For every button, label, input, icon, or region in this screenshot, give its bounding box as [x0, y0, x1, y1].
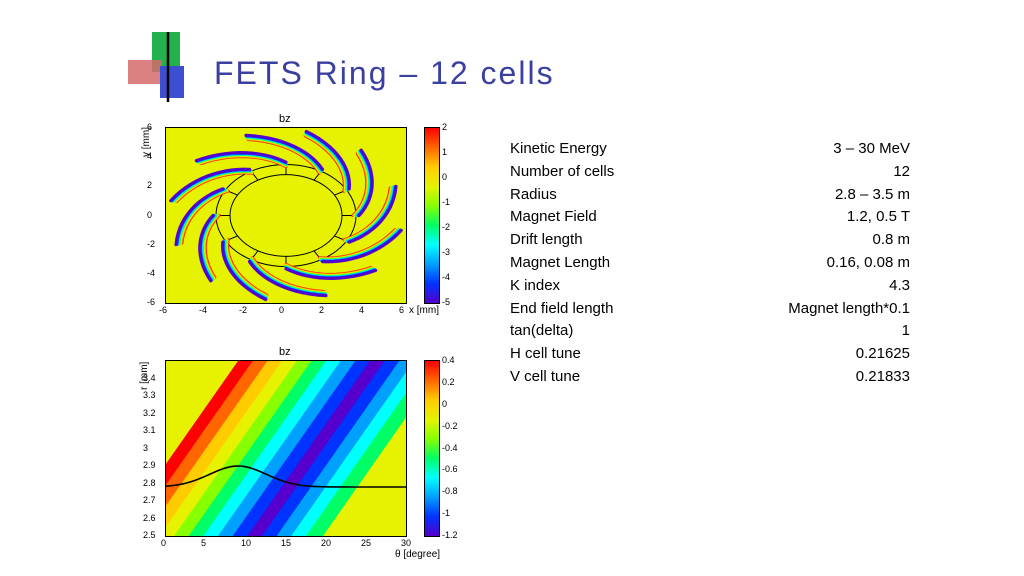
- chart2-cbar-tick: 0.2: [442, 377, 455, 387]
- param-label: K index: [510, 275, 560, 298]
- chart2-ytick: 2.9: [143, 460, 156, 470]
- slide-title: FETS Ring – 12 cells: [214, 55, 555, 92]
- chart1-cbar-tick: 1: [442, 147, 447, 157]
- chart2-ytick: 3.1: [143, 425, 156, 435]
- chart1-ytick: 4: [147, 151, 152, 161]
- chart2-xtick: 10: [241, 538, 251, 548]
- chart1-title: bz: [279, 113, 291, 125]
- param-value: 0.21833: [856, 366, 910, 389]
- param-label: H cell tune: [510, 343, 581, 366]
- param-row: tan(delta) 1: [510, 320, 910, 343]
- param-row: K index 4.3: [510, 275, 910, 298]
- chart1-cbar-tick: 2: [442, 122, 447, 132]
- chart2-cbar-tick: -1: [442, 508, 450, 518]
- param-value: 3 – 30 MeV: [833, 138, 910, 161]
- chart1-xtick: 4: [359, 305, 364, 315]
- param-row: V cell tune 0.21833: [510, 366, 910, 389]
- chart2-ytick: 2.8: [143, 478, 156, 488]
- chart2-colorbar: [424, 360, 440, 537]
- param-value: 1.2, 0.5 T: [847, 206, 910, 229]
- parameter-table: Kinetic Energy 3 – 30 MeV Number of cells 1…: [510, 138, 910, 389]
- chart1-ytick: 0: [147, 210, 152, 220]
- param-row: End field length Magnet length*0.1: [510, 298, 910, 321]
- param-value: 0.16, 0.08 m: [827, 252, 910, 275]
- chart1-ytick: 2: [147, 180, 152, 190]
- chart1-xtick: -2: [239, 305, 247, 315]
- param-row: Magnet Field 1.2, 0.5 T: [510, 206, 910, 229]
- param-value: Magnet length*0.1: [788, 298, 910, 321]
- chart2-cbar-tick: -0.8: [442, 486, 458, 496]
- param-row: Radius 2.8 – 3.5 m: [510, 184, 910, 207]
- chart2-ytick: 2.7: [143, 495, 156, 505]
- chart2-ytick: 3.4: [143, 373, 156, 383]
- chart1-ytick: -4: [147, 268, 155, 278]
- slide-logo: [128, 32, 198, 102]
- param-value: 1: [902, 320, 910, 343]
- param-value: 0.21625: [856, 343, 910, 366]
- param-value: 12: [893, 161, 910, 184]
- chart1-ytick: -6: [147, 297, 155, 307]
- chart2-xtick: 15: [281, 538, 291, 548]
- chart2-ytick: 3.3: [143, 390, 156, 400]
- chart2-cbar-tick: -1.2: [442, 530, 458, 540]
- chart2-cbar-tick: 0.4: [442, 355, 455, 365]
- chart1-cbar-tick: -3: [442, 247, 450, 257]
- chart2-xlabel: θ [degree]: [395, 549, 440, 560]
- chart2-xtick: 25: [361, 538, 371, 548]
- param-label: End field length: [510, 298, 613, 321]
- param-label: V cell tune: [510, 366, 580, 389]
- param-row: Number of cells 12: [510, 161, 910, 184]
- chart1-ytick: -2: [147, 239, 155, 249]
- chart1-xtick: 2: [319, 305, 324, 315]
- param-value: 4.3: [889, 275, 910, 298]
- chart2-ytick: 3: [143, 443, 148, 453]
- chart2-cbar-tick: -0.6: [442, 464, 458, 474]
- chart2-cbar-tick: -0.4: [442, 443, 458, 453]
- chart2-plot: [165, 360, 407, 537]
- chart1-cbar-tick: 0: [442, 172, 447, 182]
- chart2-cbar-tick: -0.2: [442, 421, 458, 431]
- chart1-ytick: 6: [147, 122, 152, 132]
- chart2-xtick: 5: [201, 538, 206, 548]
- param-label: Kinetic Energy: [510, 138, 607, 161]
- param-row: Drift length 0.8 m: [510, 229, 910, 252]
- chart1-colorbar: [424, 127, 440, 304]
- param-label: Radius: [510, 184, 557, 207]
- chart1-xtick: 6: [399, 305, 404, 315]
- chart1-xtick: -4: [199, 305, 207, 315]
- param-row: Magnet Length 0.16, 0.08 m: [510, 252, 910, 275]
- chart1-xtick: -6: [159, 305, 167, 315]
- param-label: Magnet Length: [510, 252, 610, 275]
- param-label: Drift length: [510, 229, 583, 252]
- param-row: Kinetic Energy 3 – 30 MeV: [510, 138, 910, 161]
- chart2-ytick: 3.2: [143, 408, 156, 418]
- chart2-ytick: 2.5: [143, 530, 156, 540]
- chart1-cbar-tick: -4: [442, 272, 450, 282]
- chart1-cbar-tick: -5: [442, 297, 450, 307]
- param-label: Number of cells: [510, 161, 614, 184]
- param-value: 0.8 m: [872, 229, 910, 252]
- chart2-title: bz: [279, 346, 291, 358]
- param-label: Magnet Field: [510, 206, 597, 229]
- param-label: tan(delta): [510, 320, 573, 343]
- chart2-xtick: 30: [401, 538, 411, 548]
- chart2-xtick: 0: [161, 538, 166, 548]
- chart1-cbar-tick: -2: [442, 222, 450, 232]
- chart2-ytick: 2.6: [143, 513, 156, 523]
- chart2-xtick: 20: [321, 538, 331, 548]
- chart1-plot: [165, 127, 407, 304]
- chart1-xtick: 0: [279, 305, 284, 315]
- chart1-xlabel: x [mm]: [409, 305, 439, 316]
- param-row: H cell tune 0.21625: [510, 343, 910, 366]
- param-value: 2.8 – 3.5 m: [835, 184, 910, 207]
- chart2-cbar-tick: 0: [442, 399, 447, 409]
- chart1-cbar-tick: -1: [442, 197, 450, 207]
